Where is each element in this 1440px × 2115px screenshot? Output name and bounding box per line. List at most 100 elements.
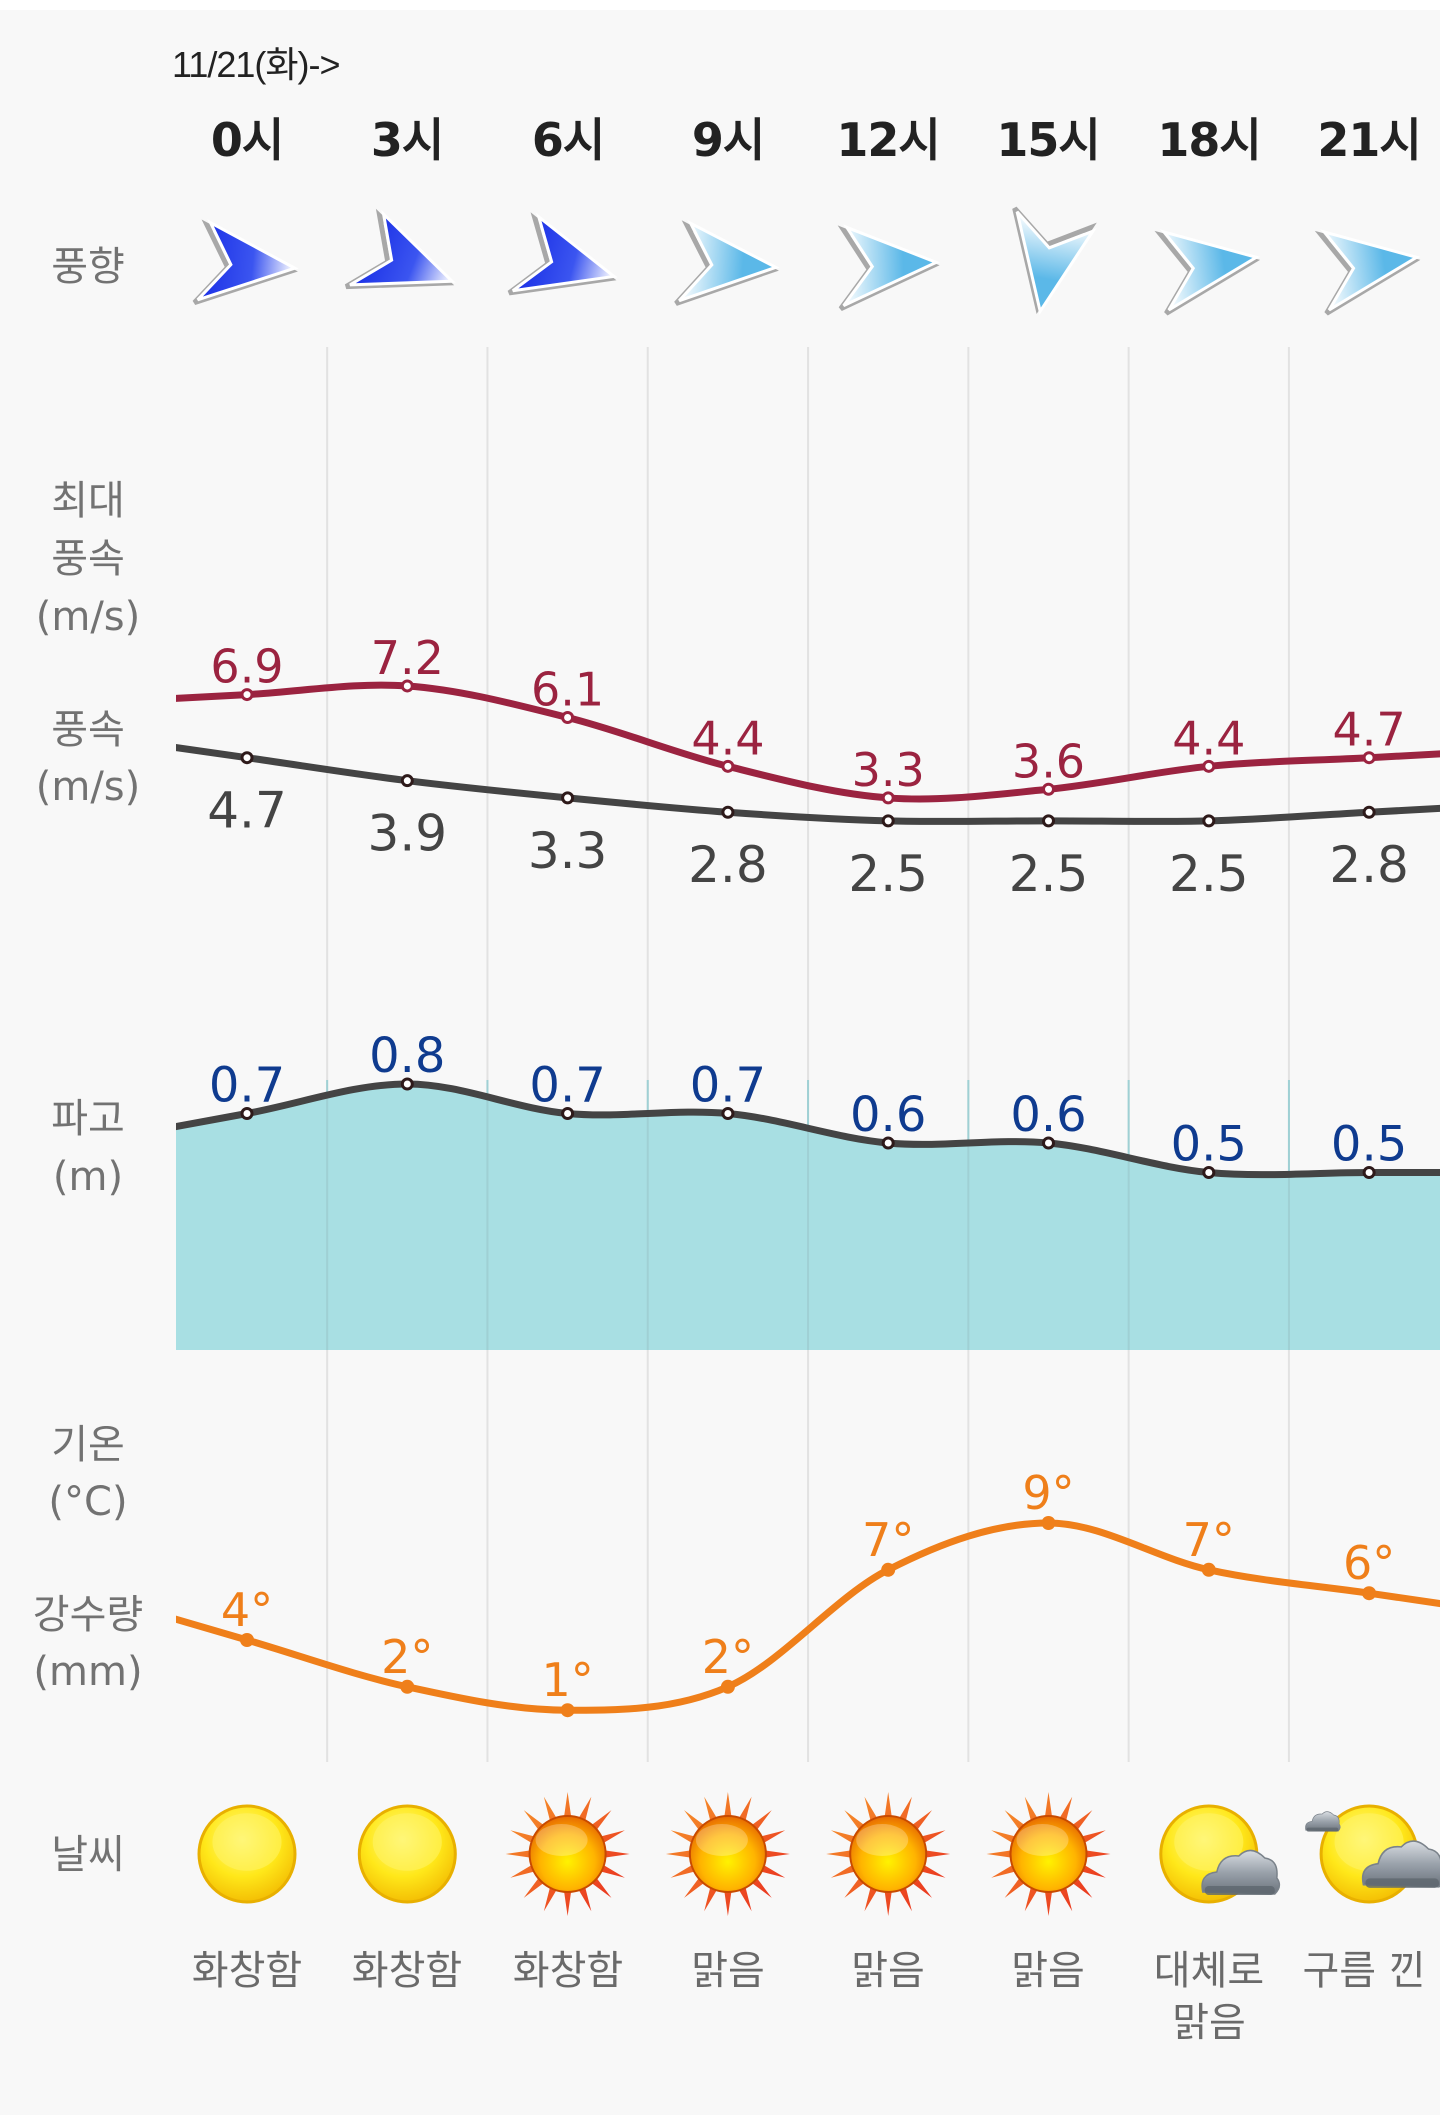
temperature-point: [560, 1703, 575, 1718]
sun-rays-icon: [826, 1792, 951, 1916]
wind-speed-value-label: 2.8: [688, 836, 768, 894]
sun-plain-icon: [197, 1804, 297, 1904]
temperature-value-label: 2°: [381, 1630, 433, 1684]
max-wind-value-label: 7.2: [371, 631, 444, 685]
wind-direction-row: [192, 206, 1421, 316]
wind-chart: [176, 681, 1440, 825]
top-status-strip: [0, 0, 1440, 10]
max-wind-line: [176, 681, 1440, 803]
cloud-base: [1365, 1878, 1439, 1888]
sun-rays-icon: [986, 1792, 1111, 1916]
sun-rays-icon: [665, 1792, 790, 1916]
max-wind-value-label: 4.4: [691, 711, 764, 765]
weather-text: 맑음: [1011, 1948, 1085, 1994]
temperature-point: [400, 1679, 415, 1694]
sun-core: [849, 1815, 928, 1893]
weather-text: 화창함: [512, 1948, 624, 1994]
max-wind-value-label: 3.6: [1012, 734, 1085, 788]
row-label-max-wind-2: 풍속: [51, 536, 125, 582]
cloud-body: [1305, 1811, 1341, 1832]
temperature-value-label: 4°: [221, 1583, 273, 1637]
wind-arrow-icon: [192, 219, 299, 305]
wave-height-value-label: 0.5: [1171, 1117, 1247, 1173]
wind-arrow-icon: [1154, 229, 1261, 316]
wind-speed-point: [1202, 814, 1216, 828]
row-label-temperature: 기온: [51, 1422, 125, 1468]
wind-speed-point: [721, 805, 735, 819]
wave-height-value-label: 0.7: [529, 1058, 605, 1114]
wind-arrow-icon: [674, 219, 780, 306]
sun-cloud-icon: [1159, 1804, 1281, 1904]
wind-speed-point: [1042, 814, 1055, 828]
arrow-body: [511, 212, 618, 293]
wind-speed-value-label: 3.3: [528, 822, 608, 880]
hour-label: 6시: [531, 113, 605, 167]
wind-arrow-icon: [1012, 206, 1097, 316]
sun-highlight: [535, 1824, 588, 1856]
weather-text: 대체로 맑음: [1153, 1948, 1265, 2046]
cloud-shape: [1305, 1811, 1341, 1832]
date-label: 11/21(화)->: [172, 44, 341, 85]
wind-speed-value-label: 2.5: [848, 845, 928, 903]
wind-speed-point: [561, 791, 575, 805]
temperature-value-label: 6°: [1343, 1536, 1395, 1590]
hour-label: 0시: [210, 113, 284, 167]
sun-core: [1009, 1815, 1088, 1893]
max-wind-value-label: 6.1: [531, 663, 604, 717]
max-wind-point: [1042, 782, 1055, 796]
weather-text: 화창함: [351, 1948, 463, 1994]
row-label-wind-speed: 풍속: [51, 707, 125, 753]
wind-speed-point: [881, 814, 895, 828]
wind-arrow-icon: [837, 224, 940, 311]
wave-height-point: [881, 1136, 895, 1150]
sun-clouds-icon: [1305, 1804, 1440, 1904]
grid-lines: [326, 347, 1290, 1762]
wind-speed-point: [1362, 805, 1376, 819]
wind-arrow-icon: [1314, 229, 1421, 316]
sun-rays: [826, 1792, 951, 1916]
row-label-wave-height: 파고: [51, 1096, 125, 1142]
wave-height-point: [1042, 1136, 1055, 1150]
row-label-wind-speed-unit: (m/s): [35, 764, 141, 810]
arrow-body: [1015, 210, 1097, 316]
temperature-value-labels: 4° 2° 1° 2° 7° 9° 7° 6°: [221, 1466, 1395, 1718]
wave-height-point: [240, 1107, 254, 1120]
weather-text: 맑음: [691, 1948, 765, 1994]
row-label-precipitation: 강수량: [32, 1592, 144, 1638]
row-label-wave-height-unit: (m): [52, 1154, 124, 1200]
max-wind-value-label: 3.3: [852, 743, 925, 797]
wave-height-point: [1362, 1166, 1376, 1179]
row-label-wind-direction: 풍향: [51, 244, 125, 290]
max-wind-point: [561, 711, 575, 725]
cloud-body: [1201, 1849, 1281, 1895]
sun-rays: [986, 1792, 1111, 1916]
arrow-body: [196, 219, 299, 302]
sun-highlight: [212, 1813, 282, 1871]
cloud-body: [1361, 1840, 1440, 1888]
max-wind-point: [881, 791, 895, 805]
wave-height-value-label: 0.6: [1010, 1087, 1086, 1143]
max-wind-point: [721, 759, 735, 773]
temperature-point: [1362, 1586, 1377, 1601]
temperature-point: [1201, 1562, 1216, 1577]
max-wind-value-label: 6.9: [210, 640, 283, 694]
hour-label: 15시: [996, 113, 1100, 167]
temperature-value-label: 9°: [1022, 1466, 1074, 1520]
weather-icons-row: [197, 1792, 1440, 1916]
wind-speed-value-label: 2.8: [1329, 836, 1409, 894]
wind-speed-value-label: 2.5: [1009, 845, 1089, 903]
temperature-point: [240, 1633, 254, 1647]
max-wind-point: [1202, 759, 1216, 773]
weather-text: 맑음: [851, 1948, 925, 1994]
sun-rays: [505, 1792, 630, 1916]
row-label-precipitation-unit: (mm): [33, 1649, 143, 1695]
row-label-temperature-unit: (°C): [48, 1479, 128, 1525]
temperature-point: [1041, 1516, 1056, 1530]
hour-label: 9시: [691, 113, 765, 167]
hour-label: 21시: [1317, 113, 1421, 167]
wave-height-value-label: 0.7: [209, 1058, 285, 1114]
cloud-shape: [1201, 1849, 1281, 1895]
wind-arrow-icon: [507, 212, 618, 296]
wind-speed-line: [176, 744, 1440, 825]
wave-height-point: [400, 1077, 414, 1091]
